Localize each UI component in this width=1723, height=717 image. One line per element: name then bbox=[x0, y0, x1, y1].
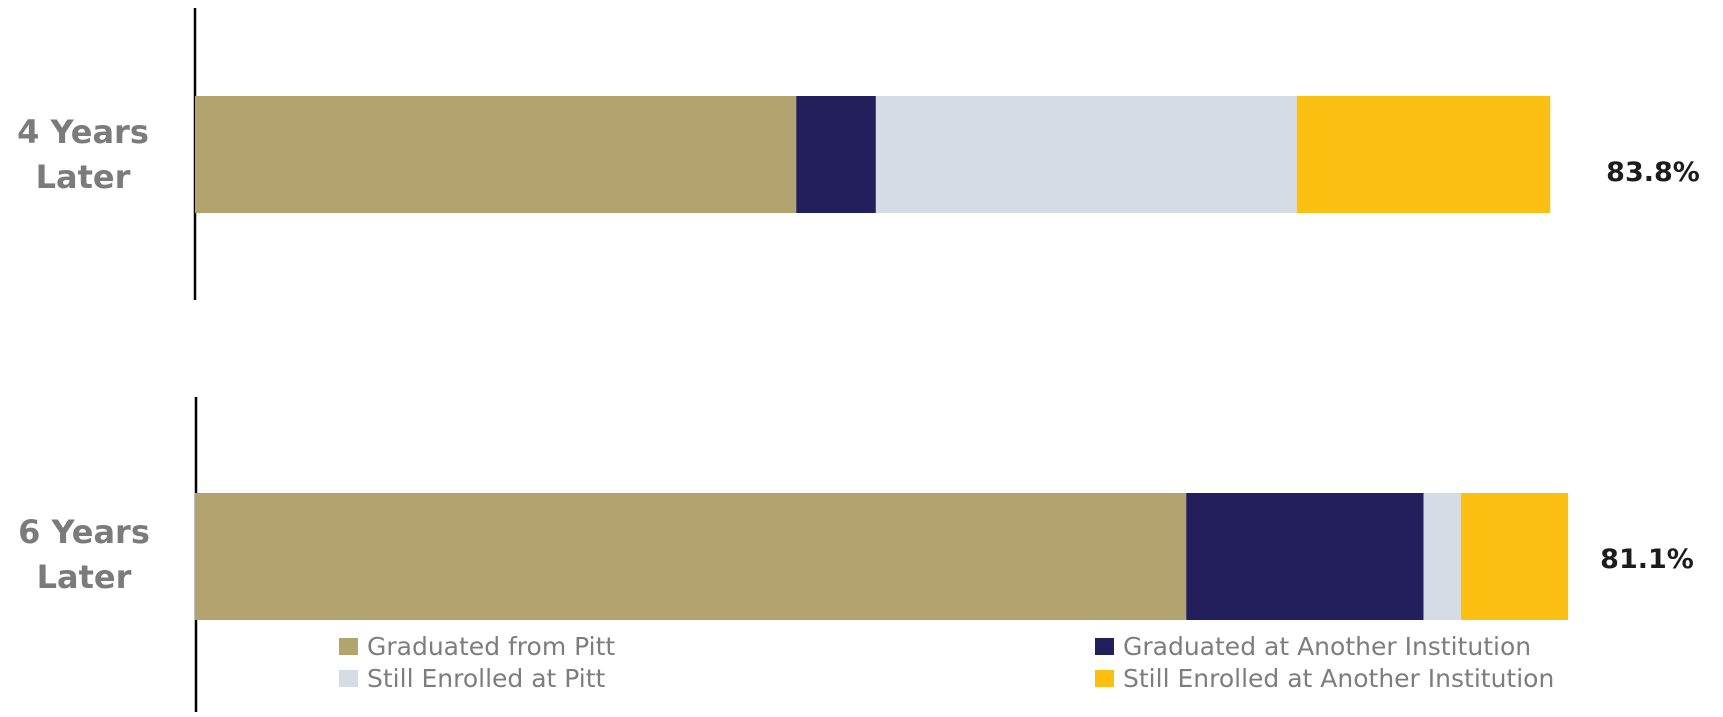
legend-swatch-graduated-at-another-institution bbox=[1095, 638, 1114, 655]
category-label-4-years-line1: 4 Years bbox=[17, 113, 149, 151]
total-label-6-years: 81.1% bbox=[1600, 544, 1694, 575]
bars-layer bbox=[195, 96, 1569, 620]
bar-segment-graduated-from-pitt-4-years bbox=[195, 96, 797, 213]
labels-layer: 4 Years Later 6 Years Later 83.8% 81.1% bbox=[17, 113, 1700, 596]
bar-segment-still-enrolled-at-pitt-4-years bbox=[875, 96, 1297, 213]
bar-segment-still-enrolled-at-another-institution-4-years bbox=[1296, 96, 1551, 213]
total-label-4-years: 83.8% bbox=[1606, 157, 1700, 188]
category-label-6-years-line2: Later bbox=[37, 558, 132, 596]
legend-swatch-still-enrolled-at-another-institution bbox=[1095, 670, 1114, 687]
legend-label-still-enrolled-at-pitt: Still Enrolled at Pitt bbox=[367, 664, 606, 693]
legend-label-still-enrolled-at-another-institution: Still Enrolled at Another Institution bbox=[1123, 664, 1554, 693]
bar-segment-graduated-at-another-institution-4-years bbox=[796, 96, 876, 213]
legend-swatch-still-enrolled-at-pitt bbox=[339, 670, 358, 687]
legend-label-graduated-from-pitt: Graduated from Pitt bbox=[367, 632, 615, 661]
bar-segment-graduated-at-another-institution-6-years bbox=[1186, 493, 1424, 620]
bar-segment-graduated-from-pitt-6-years bbox=[195, 493, 1187, 620]
legend-label-graduated-at-another-institution: Graduated at Another Institution bbox=[1123, 632, 1531, 661]
category-label-4-years-line2: Later bbox=[36, 158, 131, 196]
bar-segment-still-enrolled-at-another-institution-6-years bbox=[1460, 493, 1569, 620]
legend: Graduated from Pitt Graduated at Another … bbox=[339, 632, 1554, 693]
bar-segment-still-enrolled-at-pitt-6-years bbox=[1423, 493, 1461, 620]
legend-swatch-graduated-from-pitt bbox=[339, 638, 358, 655]
category-label-6-years-line1: 6 Years bbox=[18, 513, 150, 551]
